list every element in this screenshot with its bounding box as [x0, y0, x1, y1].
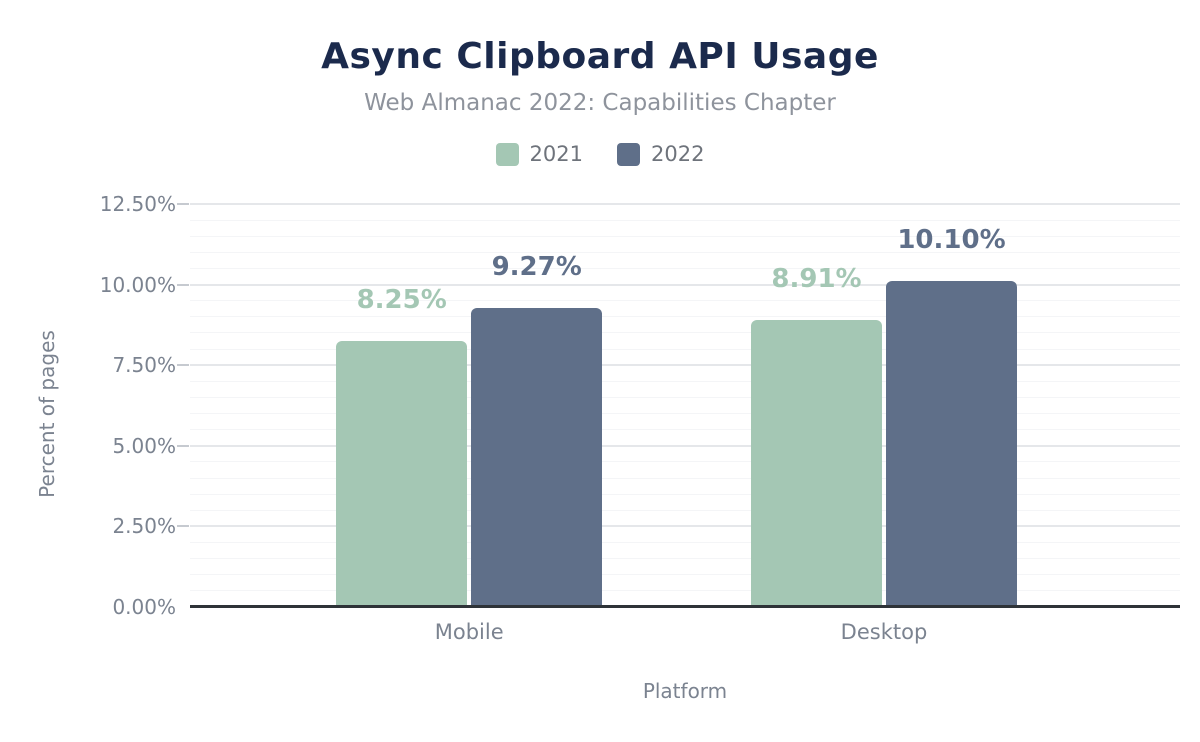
gridline-minor — [190, 461, 1180, 463]
gridline-minor — [190, 396, 1180, 398]
y-tick-label: 10.00% — [99, 272, 176, 297]
legend-label: 2022 — [651, 142, 705, 166]
y-tick-label: 12.50% — [99, 192, 176, 216]
y-tick-label: 7.50% — [112, 353, 176, 378]
y-tick-mark — [177, 203, 189, 205]
gridline-minor — [190, 493, 1180, 495]
legend-label: 2021 — [529, 142, 583, 166]
gridline-minor — [190, 267, 1180, 269]
legend-swatch-icon — [617, 142, 640, 166]
chart-title: Async Clipboard API Usage — [321, 36, 879, 77]
gridline-minor — [190, 542, 1180, 544]
bar-desktop-2022[interactable] — [885, 281, 1017, 607]
gridline-minor — [190, 590, 1180, 592]
bar-value-label: 9.27% — [491, 252, 582, 283]
gridline-major — [190, 203, 1180, 205]
gridline-minor — [190, 348, 1180, 350]
y-tick-mark — [177, 364, 189, 367]
bar-value-label: 8.25% — [356, 285, 447, 316]
bar-group-desktop: 8.91% 10.10% — [750, 204, 1017, 607]
gridline-minor — [190, 235, 1180, 237]
chart-subtitle: Web Almanac 2022: Capabilities Chapter — [364, 90, 836, 116]
bar-desktop-2021[interactable] — [750, 319, 882, 607]
gridline-minor — [190, 219, 1180, 221]
bar-value-label: 10.10% — [897, 225, 1006, 256]
gridline-minor — [190, 477, 1180, 479]
gridline-minor — [190, 380, 1180, 382]
gridline-minor — [190, 574, 1180, 576]
x-category-label-desktop: Desktop — [840, 620, 928, 644]
x-axis-line — [190, 605, 1180, 608]
bar-column: 10.10% — [885, 204, 1017, 607]
gridline-minor — [190, 300, 1180, 302]
legend-item-2022[interactable]: 2022 — [617, 142, 704, 166]
x-category-label-mobile: Mobile — [434, 620, 504, 644]
y-tick-label: 5.00% — [112, 433, 176, 458]
bar-column: 8.25% — [336, 204, 468, 607]
legend-item-2021[interactable]: 2021 — [495, 142, 583, 166]
legend: 2021 2022 — [0, 142, 1200, 166]
y-tick-mark — [177, 283, 189, 286]
y-tick-label: 0.00% — [112, 595, 176, 619]
x-axis-title: Platform — [642, 679, 728, 703]
bar-column: 8.91% — [750, 204, 882, 607]
bar-column: 9.27% — [471, 204, 603, 607]
gridline-major — [190, 364, 1180, 367]
gridline-minor — [190, 509, 1180, 511]
bar-mobile-2022[interactable] — [471, 308, 603, 607]
gridline-major — [190, 444, 1180, 447]
gridline-major — [190, 283, 1180, 286]
gridline-minor — [190, 413, 1180, 415]
gridline-minor — [190, 316, 1180, 318]
y-tick-mark — [177, 525, 189, 528]
plot-area: 8.25% 9.27% 8.91% 10.10% — [177, 203, 1180, 608]
bar-mobile-2021[interactable] — [336, 341, 468, 607]
gridline-minor — [190, 429, 1180, 431]
y-tick-label: 2.50% — [112, 514, 176, 539]
bar-group-mobile: 8.25% 9.27% — [336, 204, 603, 607]
legend-swatch-icon — [495, 142, 519, 166]
bar-value-label: 8.91% — [771, 263, 862, 294]
y-tick-mark — [177, 444, 189, 447]
gridline-minor — [190, 251, 1180, 253]
gridline-minor — [190, 332, 1180, 334]
gridline-major — [190, 525, 1180, 528]
gridline-minor — [190, 558, 1180, 560]
